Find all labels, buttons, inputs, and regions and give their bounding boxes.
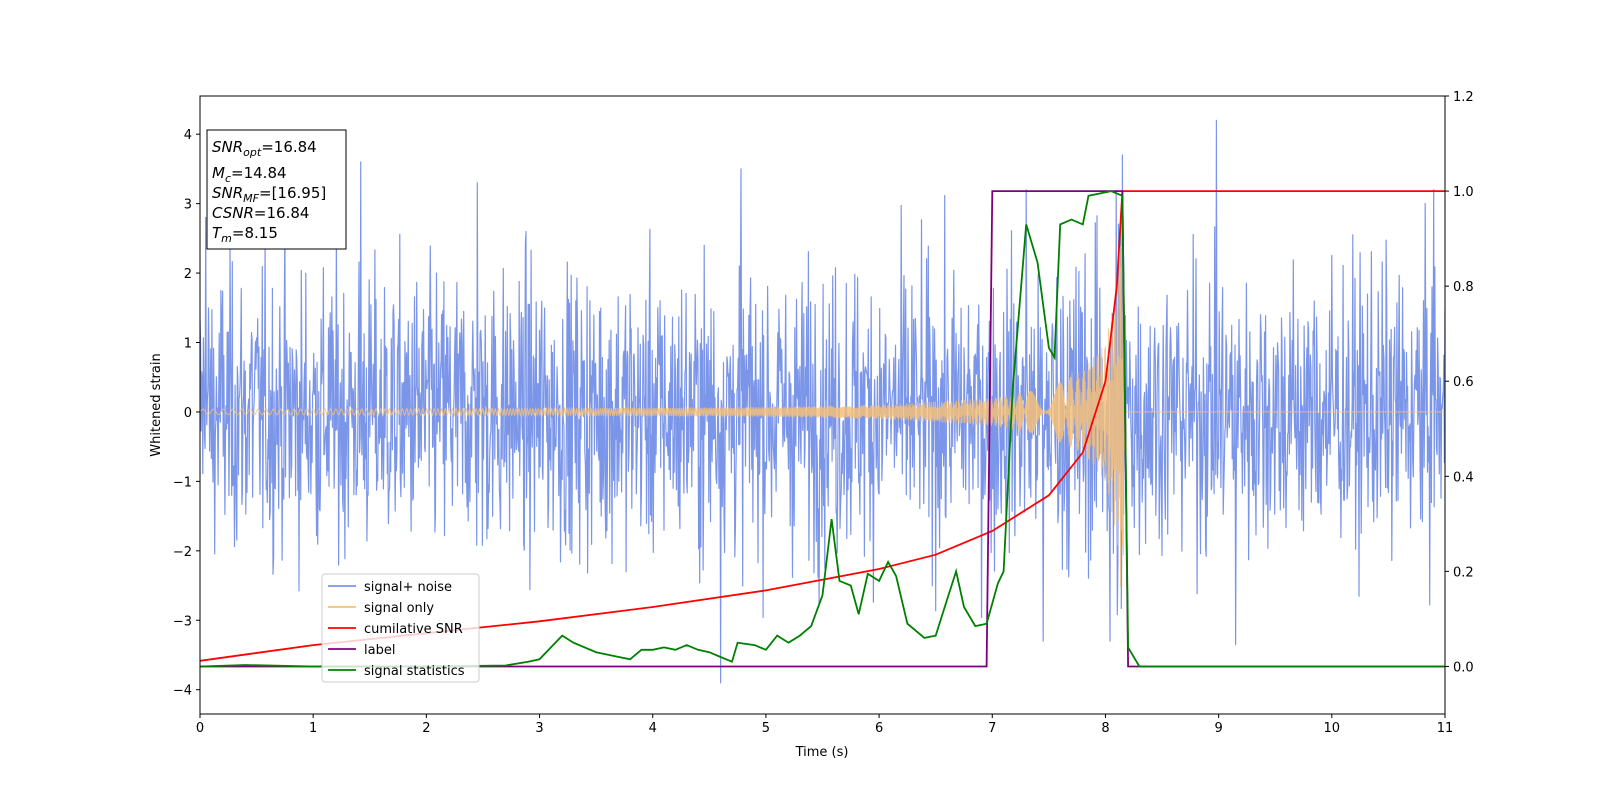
y-axis-label: Whitened strain	[149, 353, 164, 456]
x-tick-label: 6	[875, 721, 883, 736]
svg-text:signal+ noise: signal+ noise	[364, 580, 452, 595]
y-right-tick-label: 0.0	[1453, 660, 1474, 675]
x-tick-label: 2	[422, 721, 430, 736]
x-tick-label: 5	[762, 721, 770, 736]
series-signal-only-line	[200, 245, 1445, 587]
y-tick-label: 2	[184, 267, 192, 282]
y-tick-label: −2	[173, 545, 192, 560]
legend: signal+ noise signal only cumilative SNR…	[321, 573, 480, 683]
legend-item-signal-noise: signal+ noise	[328, 580, 452, 595]
y-right-tick-label: 1.2	[1453, 90, 1474, 105]
x-tick-label: 1	[309, 721, 317, 736]
y-right-tick-label: 0.4	[1453, 470, 1474, 485]
series-signal-noise-line	[200, 119, 1445, 684]
y-tick-label: 3	[184, 198, 192, 213]
info-box: SNRopt=16.84 Mc=14.84 SNRMF=[16.95] CSNR…	[206, 129, 347, 250]
y-right-tick-label: 0.8	[1453, 280, 1474, 295]
y-tick-label: 1	[184, 337, 192, 352]
legend-item-label: label	[328, 643, 395, 658]
svg-text:label: label	[364, 643, 395, 658]
series-signal-statistics-line	[200, 190, 1445, 668]
y-tick-label: 0	[184, 406, 192, 421]
info-snr-opt: SNRopt=16.84	[212, 138, 317, 159]
x-tick-label: 9	[1214, 721, 1222, 736]
y-tick-label: 4	[184, 128, 192, 143]
svg-text:signal statistics: signal statistics	[364, 664, 465, 679]
x-tick-label: 4	[649, 721, 657, 736]
x-tick-label: 11	[1437, 721, 1454, 736]
info-csnr: CSNR=16.84	[212, 204, 309, 222]
plot-frame	[199, 95, 1446, 715]
x-tick-label: 0	[196, 721, 204, 736]
x-axis-label: Time (s)	[795, 745, 849, 760]
legend-item-cumulative-snr: cumilative SNR	[328, 622, 463, 637]
info-tm: Tm=8.15	[212, 224, 278, 245]
x-tick-label: 10	[1324, 721, 1341, 736]
info-snr-mf: SNRMF=[16.95]	[212, 184, 326, 205]
legend-item-signal-statistics: signal statistics	[328, 664, 465, 679]
y-tick-label: −1	[173, 475, 192, 490]
legend-item-signal-only: signal only	[328, 601, 434, 616]
info-mc: Mc=14.84	[212, 164, 287, 185]
svg-text:cumilative SNR: cumilative SNR	[364, 622, 463, 637]
y-tick-label: −3	[173, 614, 192, 629]
svg-text:signal only: signal only	[364, 601, 434, 616]
x-tick-label: 3	[535, 721, 543, 736]
y-right-tick-label: 1.0	[1453, 185, 1474, 200]
y-tick-label: −4	[173, 684, 192, 699]
x-tick-label: 7	[988, 721, 996, 736]
axis-ticks: 0 1 2 3 4 5 6 7 8 9 10 11 −4 −3 −2 −1 0 1 2 3 4 0.0 0.2 0.4 0.6 0…	[173, 90, 1474, 736]
y-right-tick-label: 0.2	[1453, 565, 1474, 580]
y-right-tick-label: 0.6	[1453, 375, 1474, 390]
x-tick-label: 8	[1101, 721, 1109, 736]
